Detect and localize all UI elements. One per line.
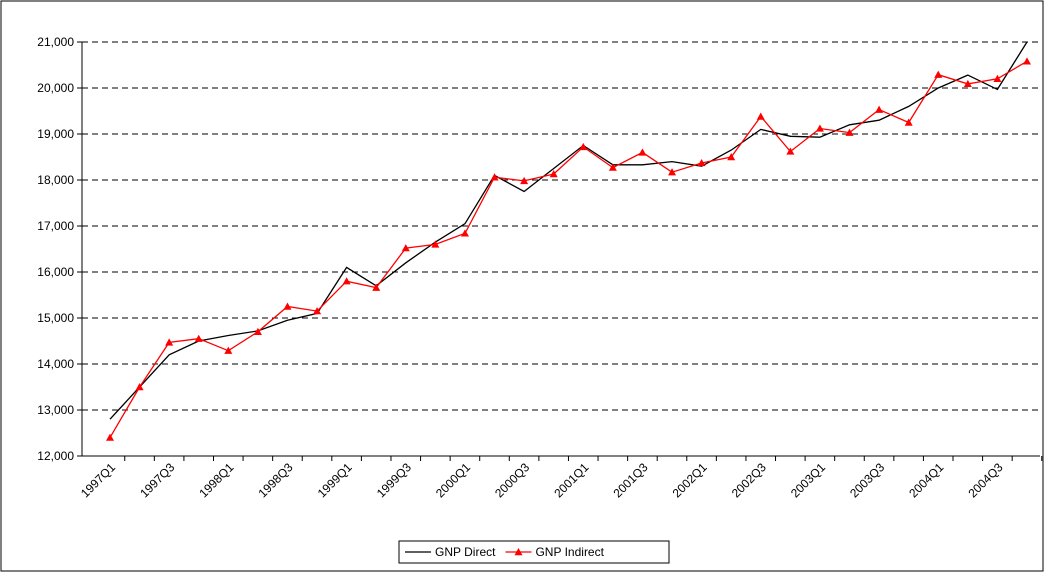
data-point — [253, 327, 262, 335]
series-line — [109, 60, 1028, 438]
data-point — [106, 433, 114, 441]
data-point — [786, 147, 795, 155]
legend-label: GNP Indirect — [535, 545, 604, 559]
data-point — [401, 244, 410, 252]
y-tick-label: 15,000 — [37, 311, 74, 325]
data-point — [638, 148, 647, 156]
y-tick-label: 16,000 — [37, 265, 74, 279]
data-point — [549, 170, 558, 178]
data-point — [313, 307, 322, 315]
data-point — [194, 334, 203, 342]
data-point — [579, 142, 588, 151]
y-tick-label: 21,000 — [37, 35, 74, 49]
data-point — [963, 79, 972, 88]
data-point — [727, 153, 736, 161]
y-tick-label: 14,000 — [37, 357, 74, 371]
legend: GNP Direct GNP Indirect — [398, 540, 670, 564]
y-tick-label: 18,000 — [37, 173, 74, 187]
data-point — [520, 176, 529, 185]
data-point — [904, 118, 913, 126]
data-point — [490, 173, 499, 181]
data-point — [431, 240, 440, 248]
data-point — [815, 124, 824, 132]
data-point — [993, 74, 1002, 82]
data-point — [875, 105, 884, 113]
data-point — [608, 163, 617, 171]
data-point — [372, 283, 381, 291]
y-tick-label: 19,000 — [37, 127, 74, 141]
y-tick-label: 20,000 — [37, 81, 74, 95]
legend-box — [398, 540, 670, 564]
y-tick-label: 17,000 — [37, 219, 74, 233]
legend-label: GNP Direct — [435, 545, 496, 559]
y-tick-label: 12,000 — [37, 449, 74, 463]
data-point — [342, 277, 351, 285]
data-point — [460, 229, 469, 237]
data-point — [697, 158, 706, 167]
data-point — [283, 302, 292, 310]
data-point — [756, 112, 765, 120]
data-point — [1023, 57, 1031, 65]
legend-marker — [514, 548, 523, 556]
data-point — [135, 383, 144, 391]
y-tick-label: 13,000 — [37, 403, 74, 417]
data-point — [668, 168, 677, 176]
data-point — [224, 346, 233, 354]
series-line — [109, 41, 1028, 420]
data-point — [845, 128, 854, 136]
data-point — [165, 338, 174, 346]
data-point — [934, 70, 943, 78]
